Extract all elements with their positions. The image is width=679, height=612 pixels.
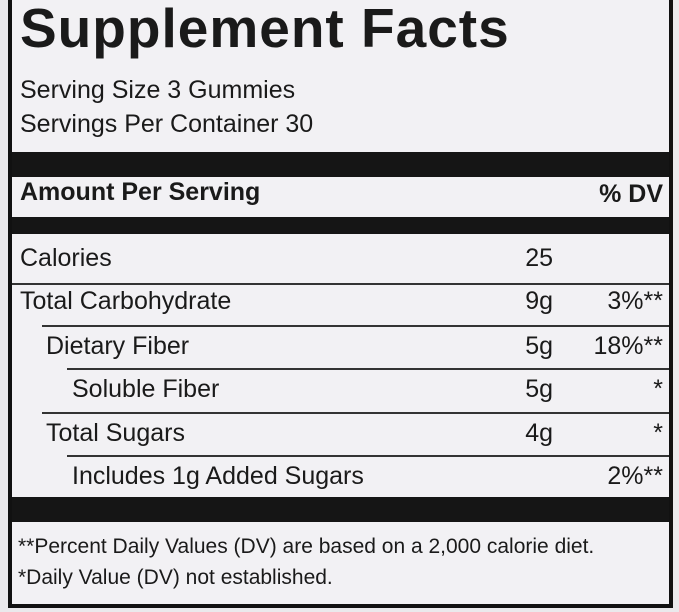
header-right: % DV bbox=[599, 180, 663, 208]
row-amount: 25 bbox=[525, 244, 553, 272]
supplement-facts-label: Supplement Facts Serving Size 3 Gummies … bbox=[8, 0, 673, 608]
header-left: Amount Per Serving bbox=[20, 178, 261, 206]
servings-per-container: Servings Per Container 30 bbox=[20, 110, 314, 138]
title: Supplement Facts bbox=[20, 0, 510, 59]
row-dv: 3%** bbox=[607, 287, 663, 315]
thick-rule bbox=[12, 152, 669, 177]
serving-size: Serving Size 3 Gummies bbox=[20, 76, 296, 104]
footnote: *Daily Value (DV) not established. bbox=[18, 566, 333, 589]
row-rule bbox=[67, 368, 669, 370]
medium-rule bbox=[12, 217, 669, 234]
row-name: Dietary Fiber bbox=[46, 332, 190, 360]
row-dv: * bbox=[653, 375, 663, 403]
row-name: Calories bbox=[20, 244, 112, 272]
row-amount: 4g bbox=[525, 419, 553, 447]
row-amount: 9g bbox=[525, 287, 553, 315]
row-rule bbox=[42, 325, 669, 327]
row-dv: 18%** bbox=[593, 332, 664, 360]
row-dv: 2%** bbox=[607, 462, 663, 490]
footnote: **Percent Daily Values (DV) are based on… bbox=[18, 535, 595, 558]
row-name: Total Sugars bbox=[46, 419, 185, 447]
row-name: Total Carbohydrate bbox=[20, 287, 232, 315]
thick-rule bbox=[12, 497, 669, 522]
row-amount: 5g bbox=[525, 332, 553, 360]
row-amount: 5g bbox=[525, 375, 553, 403]
row-dv: * bbox=[653, 419, 663, 447]
row-rule bbox=[42, 412, 669, 414]
row-name: Soluble Fiber bbox=[72, 375, 220, 403]
row-rule bbox=[12, 283, 669, 285]
row-name: Includes 1g Added Sugars bbox=[72, 462, 364, 490]
row-rule bbox=[67, 455, 669, 457]
